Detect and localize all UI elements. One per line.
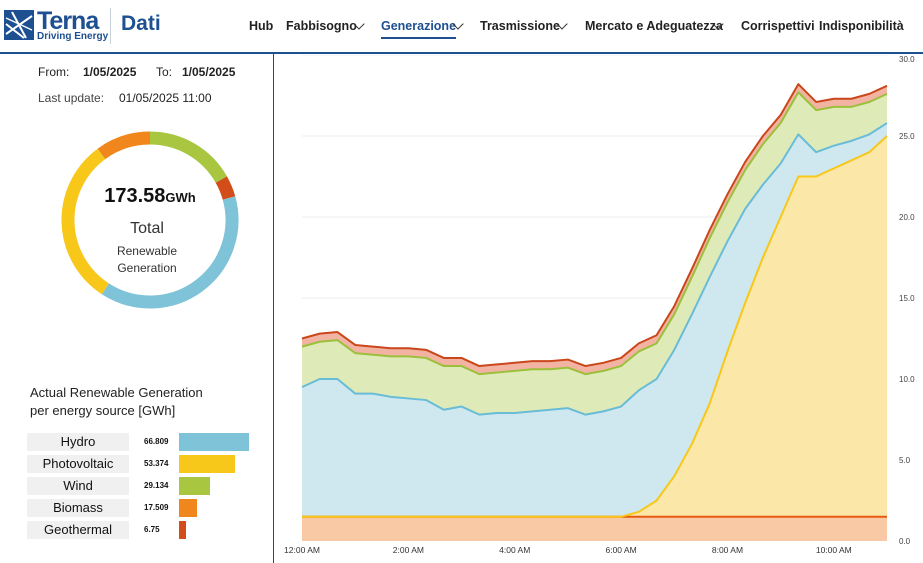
total-value-text: 173.58GWh <box>104 185 196 207</box>
total-label: Total <box>130 220 164 237</box>
x-tick-label: 10:00 AM <box>816 545 852 555</box>
source-label-wind: Wind <box>27 477 129 495</box>
source-bar-biomass[interactable] <box>179 499 198 517</box>
top-navigation-bar: Terna Driving Energy Dati Hub Fabbisogno… <box>0 0 923 54</box>
nav-item-generazione[interactable]: Generazione <box>381 19 457 39</box>
source-value-geothermal: 6.75 <box>144 525 160 534</box>
brand-name: Terna <box>37 7 99 35</box>
y-tick-label: 20.0 <box>899 213 915 222</box>
area-series-hydro[interactable] <box>302 123 887 517</box>
donut-slice-photovoltaic[interactable] <box>61 148 110 295</box>
source-label-photovoltaic: Photovoltaic <box>27 455 129 473</box>
y-tick-label: 25.0 <box>899 132 915 141</box>
nav-item-hub[interactable]: Hub <box>249 19 274 33</box>
renewable-donut-chart: 173.58GWh Total Renewable Generation <box>61 131 239 309</box>
area-series-biomass[interactable] <box>302 516 887 541</box>
source-label-hydro: Hydro <box>27 433 129 451</box>
y-tick-label: 5.0 <box>899 456 911 465</box>
section-title[interactable]: Dati <box>121 12 161 35</box>
from-date-value[interactable]: 1/05/2025 <box>83 65 137 79</box>
last-update-value: 01/05/2025 11:00 <box>119 91 212 105</box>
x-tick-label: 6:00 AM <box>605 545 636 555</box>
source-value-hydro: 66.809 <box>144 437 169 446</box>
to-label: To: <box>156 65 173 79</box>
source-value-photovoltaic: 53.374 <box>144 459 169 468</box>
source-label-geothermal: Geothermal <box>27 521 129 539</box>
area-series-wind[interactable] <box>302 92 887 415</box>
donut-slice-hydro[interactable] <box>101 196 239 309</box>
from-label: From: <box>38 65 70 79</box>
x-tick-label: 2:00 AM <box>393 545 424 555</box>
line-series-hydro <box>301 122 888 416</box>
donut-slice-wind[interactable] <box>149 131 227 183</box>
donut-subtitle-line1: Renewable <box>117 244 177 258</box>
to-date-value[interactable]: 1/05/2025 <box>182 65 236 79</box>
terna-logo[interactable]: Terna Driving Energy <box>4 7 108 44</box>
donut-slice-geothermal[interactable] <box>215 176 236 200</box>
summary-panel <box>0 54 274 563</box>
total-unit: GWh <box>165 190 195 205</box>
nav-item-mercato[interactable]: Mercato e Adeguatezza <box>585 19 723 33</box>
total-value: 173.58 <box>104 185 165 207</box>
line-series-wind <box>301 91 888 376</box>
y-tick-label: 0.0 <box>899 537 911 546</box>
nav-item-trasmissione[interactable]: Trasmissione <box>480 19 560 33</box>
breakdown-title-line1: Actual Renewable Generation <box>30 385 203 400</box>
logo-divider <box>110 8 111 44</box>
source-value-biomass: 17.509 <box>144 503 169 512</box>
nav-item-corrispettivi[interactable]: Corrispettivi <box>741 19 815 33</box>
y-tick-label: 30.0 <box>899 55 915 64</box>
last-update-label: Last update: <box>38 91 105 105</box>
source-bar-geothermal[interactable] <box>179 521 187 539</box>
line-series-geothermal <box>301 83 888 368</box>
x-tick-label: 8:00 AM <box>712 545 743 555</box>
nav-item-fabbisogno[interactable]: Fabbisogno <box>286 19 357 33</box>
terna-logo-icon <box>4 10 34 40</box>
source-bar-wind[interactable] <box>179 477 210 495</box>
line-series-photovoltaic <box>302 135 888 518</box>
y-tick-label: 10.0 <box>899 375 915 384</box>
donut-slice-biomass[interactable] <box>97 131 151 160</box>
brand-tagline: Driving Energy <box>37 31 109 42</box>
donut-subtitle-line2: Generation <box>117 261 176 275</box>
source-value-wind: 29.134 <box>144 481 169 490</box>
breakdown-title: Actual Renewable Generation per energy s… <box>30 384 203 420</box>
x-tick-label: 12:00 AM <box>284 545 320 555</box>
nav-item-indisponibilita[interactable]: Indisponibilità <box>819 19 904 33</box>
breakdown-title-line2: per energy source [GWh] <box>30 403 176 418</box>
source-bar-photovoltaic[interactable] <box>179 455 235 473</box>
x-tick-label: 4:00 AM <box>499 545 530 555</box>
area-series-photovoltaic[interactable] <box>302 136 887 517</box>
generation-area-chart: 0.0 5.0 10.0 15.0 20.0 25.0 30.0 12:00 AM 2:00 … <box>284 55 915 555</box>
source-label-biomass: Biomass <box>27 499 129 517</box>
y-tick-label: 15.0 <box>899 294 915 303</box>
source-bar-hydro[interactable] <box>179 433 249 451</box>
